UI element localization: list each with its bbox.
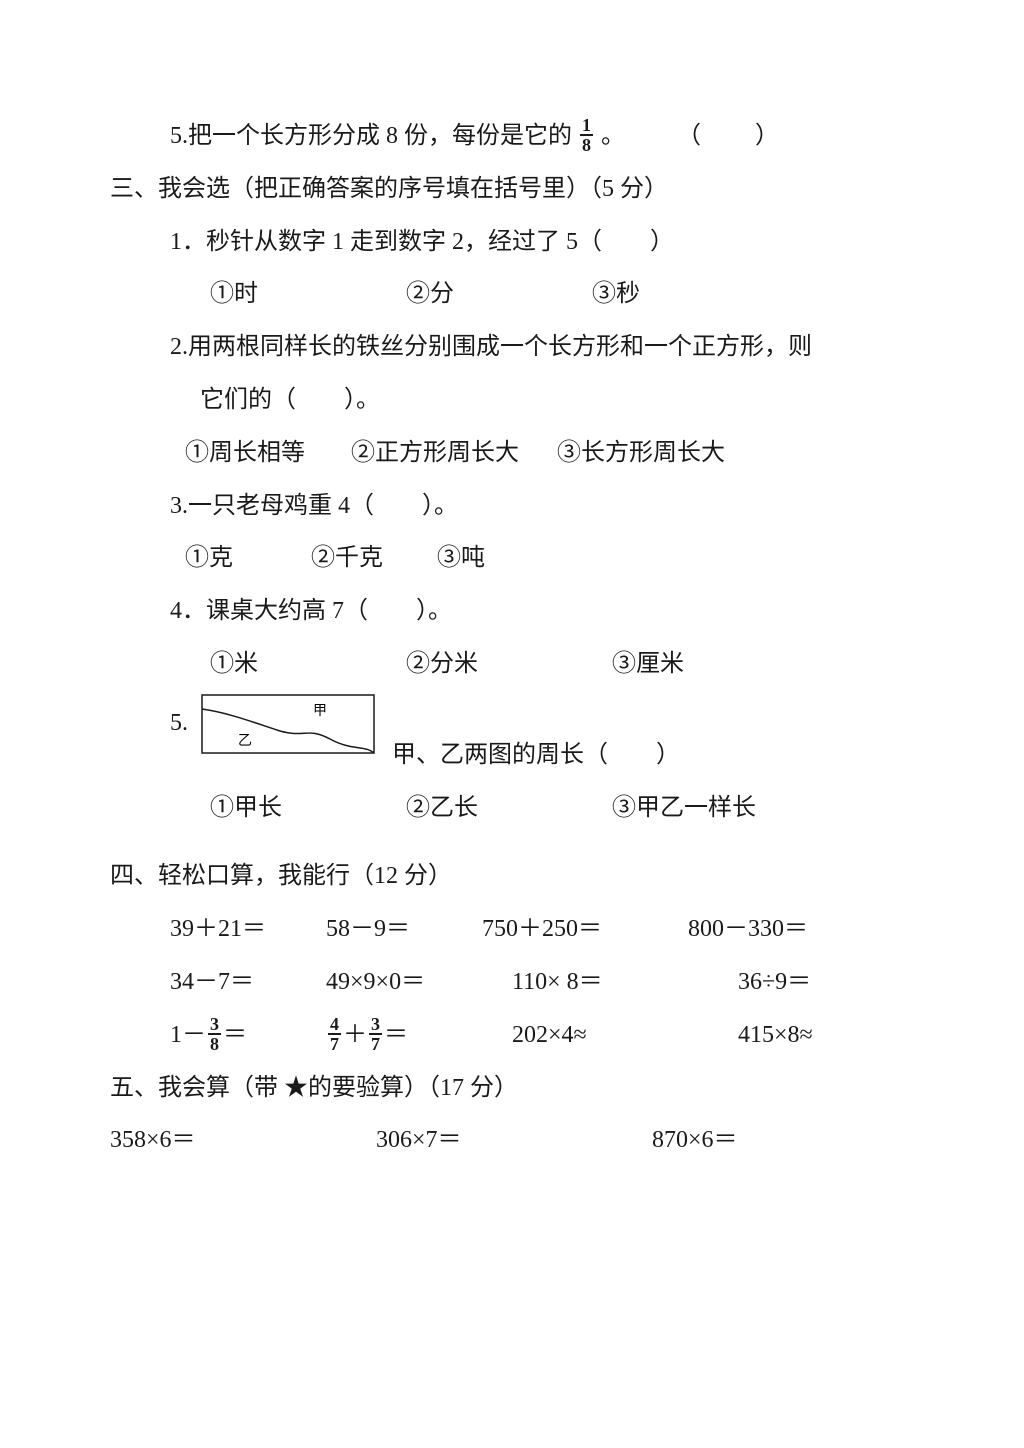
- sec2-q5: 5.把一个长方形分成 8 份，每份是它的 1 8 。 （ ）: [110, 110, 924, 163]
- sec3-q5-opts: ①甲长 ②乙长 ③甲乙一样长: [110, 782, 924, 835]
- diagram-label-yi: 乙: [238, 733, 252, 749]
- sec3-q5-c: ③甲乙一样长: [612, 782, 756, 835]
- r3a-post: ＝: [223, 1022, 247, 1048]
- sec4-row1: 39＋21＝ 58－9＝ 750＋250＝ 800－330＝: [110, 903, 924, 956]
- sec3-q4-b: ②分米: [406, 638, 606, 691]
- sec4-r1-d: 800－330＝: [688, 903, 808, 956]
- sec3-q2-c: ③长方形周长大: [557, 427, 725, 480]
- sec3-q2-opts: ①周长相等 ②正方形周长大 ③长方形周长大: [110, 427, 924, 480]
- sec3-q3-b: ②千克: [311, 532, 431, 585]
- sec4-r3-c: 202×4≈: [512, 1009, 682, 1062]
- sec3-q1-b: ②分: [406, 268, 586, 321]
- sec3-q5-row: 5. 甲 乙 甲、乙两图的周长（ ）: [110, 691, 924, 782]
- sec2-q5-text: 5.把一个长方形分成 8 份，每份是它的: [170, 123, 572, 149]
- sec3-q4-stem: 4．课桌大约高 7（ ）。: [110, 585, 924, 638]
- sec4-title: 四、轻松口算，我能行（12 分）: [110, 850, 924, 903]
- r3b-post: ＝: [384, 1022, 408, 1048]
- sec3-q1-stem: 1．秒针从数字 1 走到数字 2，经过了 5（ ）: [110, 216, 924, 269]
- sec4-r2-b: 49×9×0＝: [326, 956, 506, 1009]
- sec3-q5-stem2: 甲、乙两图的周长（ ）: [392, 691, 680, 782]
- sec3-q5-b: ②乙长: [406, 782, 606, 835]
- r3b-mid: ＋: [343, 1022, 367, 1048]
- sec3-q2-stem1: 2.用两根同样长的铁丝分别围成一个长方形和一个正方形，则: [110, 321, 924, 374]
- sec3-q4-a: ①米: [210, 638, 400, 691]
- sec5-c: 870×6＝: [652, 1114, 738, 1167]
- sec3-q3-opts: ①克 ②千克 ③吨: [110, 532, 924, 585]
- sec5-a: 358×6＝: [110, 1114, 370, 1167]
- sec3-q2-b: ②正方形周长大: [351, 427, 551, 480]
- sec3-q1-a: ①时: [210, 268, 400, 321]
- r3a-frac: 38: [208, 1015, 221, 1053]
- sec3-q3-c: ③吨: [437, 532, 485, 585]
- sec4-r2-d: 36÷9＝: [688, 956, 811, 1009]
- sec3-title: 三、我会选（把正确答案的序号填在括号里）（5 分）: [110, 163, 924, 216]
- sec5-row1: 358×6＝ 306×7＝ 870×6＝: [110, 1114, 924, 1167]
- sec3-q1-opts: ①时 ②分 ③秒: [110, 268, 924, 321]
- sec2-q5-after: 。: [601, 123, 625, 149]
- frac-den: 8: [580, 136, 593, 154]
- sec4-r2-c: 110× 8＝: [512, 956, 682, 1009]
- perimeter-diagram-svg: 甲 乙: [200, 691, 380, 761]
- r3b-f2: 37: [369, 1015, 382, 1053]
- sec4-r1-b: 58－9＝: [326, 903, 476, 956]
- sec2-q5-paren: （ ）: [677, 123, 781, 149]
- sec4-row2: 34－7＝ 49×9×0＝ 110× 8＝ 36÷9＝: [110, 956, 924, 1009]
- sec4-r1-a: 39＋21＝: [170, 903, 320, 956]
- frac-num: 1: [580, 116, 593, 136]
- sec5-title: 五、我会算（带 ★的要验算）（17 分）: [110, 1062, 924, 1115]
- sec4-r3-d: 415×8≈: [688, 1009, 813, 1062]
- sec4-row3: 1－38＝ 47＋37＝ 202×4≈ 415×8≈: [110, 1009, 924, 1062]
- sec4-r1-c: 750＋250＝: [482, 903, 682, 956]
- sec3-q5-a: ①甲长: [210, 782, 400, 835]
- sec5-b: 306×7＝: [376, 1114, 646, 1167]
- sec4-r3-a: 1－38＝: [170, 1009, 320, 1062]
- sec3-q5-diagram: 甲 乙: [200, 691, 380, 761]
- sec3-q2-stem2: 它们的（ ）。: [110, 374, 924, 427]
- sec4-r2-a: 34－7＝: [170, 956, 320, 1009]
- diagram-label-jia: 甲: [313, 704, 327, 719]
- sec3-q3-stem: 3.一只老母鸡重 4（ ）。: [110, 480, 924, 533]
- sec3-q4-opts: ①米 ②分米 ③厘米: [110, 638, 924, 691]
- r3a-pre: 1－: [170, 1022, 206, 1048]
- sec3-q2-a: ①周长相等: [185, 427, 345, 480]
- sec4-r3-b: 47＋37＝: [326, 1009, 506, 1062]
- sec3-q3-a: ①克: [185, 532, 305, 585]
- sec2-q5-fraction: 1 8: [580, 116, 593, 154]
- r3b-f1: 47: [328, 1015, 341, 1053]
- sec3-q5-num: 5.: [170, 691, 188, 750]
- sec3-q4-c: ③厘米: [612, 638, 684, 691]
- sec3-q1-c: ③秒: [592, 268, 640, 321]
